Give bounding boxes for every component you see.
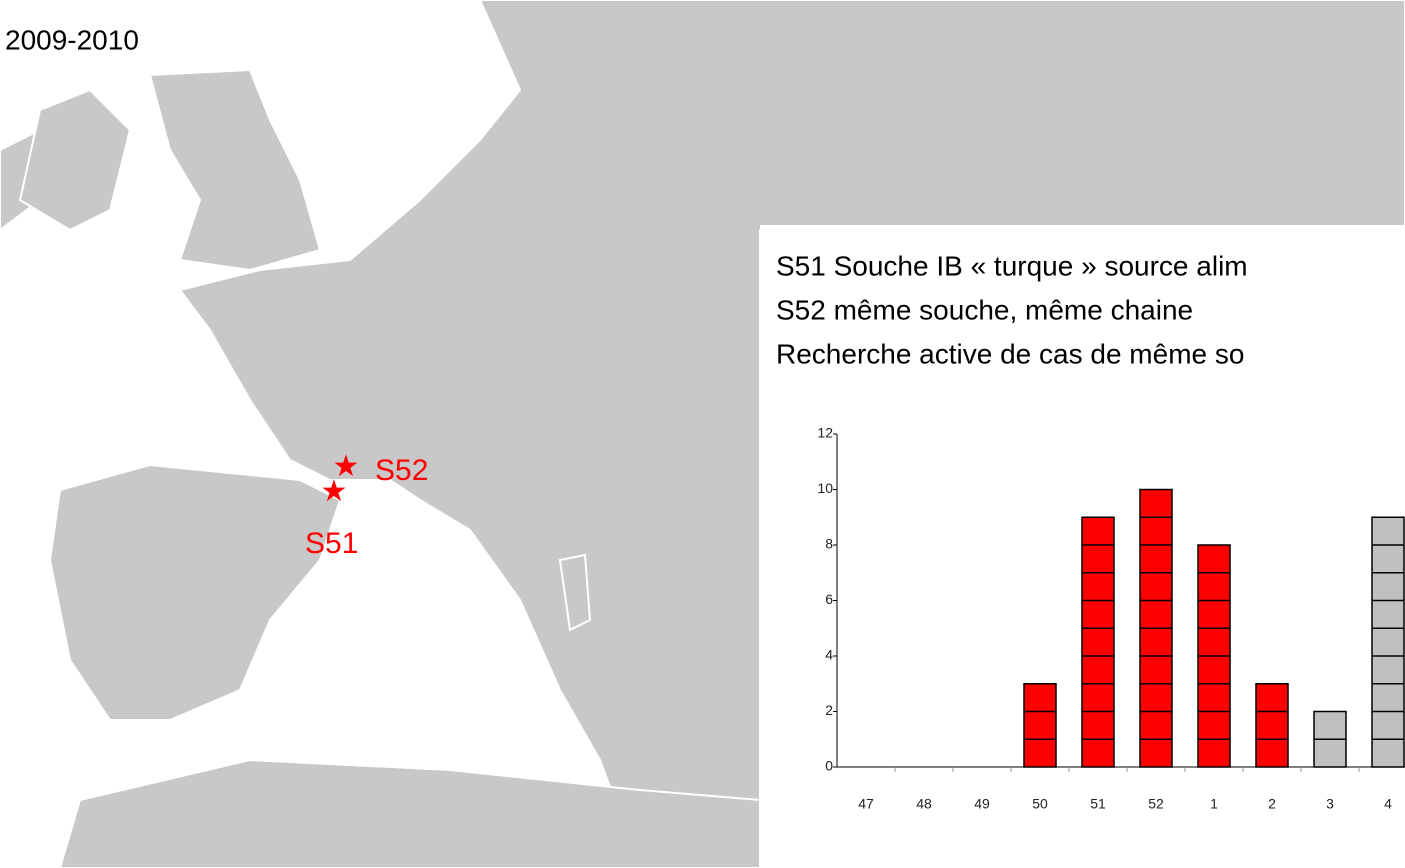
land [558, 553, 592, 632]
star: ★ [321, 475, 348, 508]
y-tick-label: 6 [825, 591, 833, 607]
y-tick-label: 10 [817, 480, 833, 496]
note: Recherche active de cas de même so [776, 338, 1244, 369]
x-tick-label: 3 [1326, 796, 1334, 812]
x-tick-label: 49 [974, 796, 990, 812]
land [148, 68, 322, 272]
land [48, 463, 342, 721]
x-tick-label: 52 [1148, 796, 1164, 812]
x-tick-label: 4 [1384, 796, 1392, 812]
x-tick-label: 48 [916, 796, 932, 812]
bar [1255, 683, 1289, 768]
note: S51 Souche IB « turque » source alim [776, 250, 1248, 281]
x-tick-label: 51 [1090, 796, 1106, 812]
y-tick-label: 2 [825, 702, 833, 718]
y-tick-label: 8 [825, 536, 833, 552]
y-tick-label: 12 [817, 425, 833, 441]
star: ★ [333, 450, 360, 483]
x-tick-label: 1 [1210, 796, 1218, 812]
y-tick-label: 4 [825, 647, 833, 663]
bar [1081, 516, 1115, 768]
map-label: S51 [305, 527, 358, 560]
y-tick-label: 0 [825, 758, 833, 774]
x-tick-label: 50 [1032, 796, 1048, 812]
period-label: 2009-2010 [5, 24, 139, 55]
bar [1023, 683, 1057, 768]
land [18, 88, 132, 232]
bar [1371, 516, 1405, 768]
note: S52 même souche, même chaine [776, 294, 1193, 325]
land [58, 758, 761, 868]
x-tick-label: 2 [1268, 796, 1276, 812]
x-tick-label: 47 [858, 796, 874, 812]
map-label: S52 [375, 454, 428, 487]
